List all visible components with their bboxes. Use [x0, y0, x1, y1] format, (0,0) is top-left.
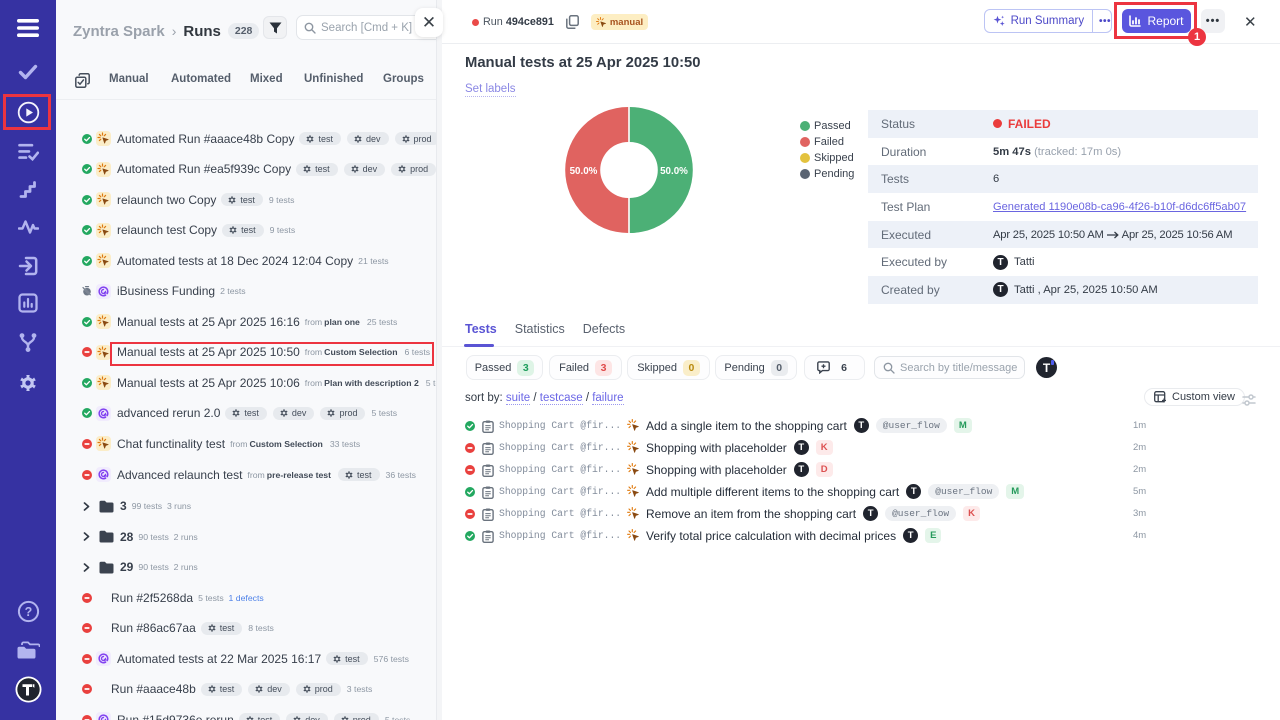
svg-text:50.0%: 50.0% [570, 166, 598, 177]
svg-text:50.0%: 50.0% [660, 166, 688, 177]
svg-text:?: ? [24, 605, 32, 619]
